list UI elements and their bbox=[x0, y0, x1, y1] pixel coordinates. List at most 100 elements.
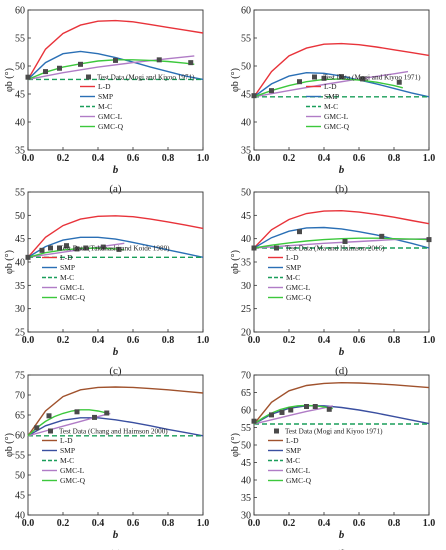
test-data-point bbox=[64, 243, 69, 249]
series-line-smp bbox=[253, 226, 430, 249]
legend-label-smp: SMP bbox=[286, 263, 301, 272]
y-tick-label: 75 bbox=[15, 371, 25, 382]
test-data-point bbox=[269, 412, 274, 418]
y-tick-label: 45 bbox=[15, 234, 25, 245]
x-tick-label: 0.6 bbox=[353, 518, 366, 529]
x-tick-label: 0.2 bbox=[57, 335, 70, 346]
panel-caption: (e) bbox=[109, 548, 122, 550]
chart-panel-4: 20 25 30 35 40 45 50 0.0 0.2 0.4 0.6 0.8 1.0 b φb (°) T… bbox=[230, 188, 435, 378]
x-tick-label: 0.2 bbox=[57, 153, 70, 164]
x-tick-label: 1.0 bbox=[197, 518, 210, 529]
y-tick-label: 40 bbox=[15, 118, 25, 129]
y-tick-label: 30 bbox=[241, 511, 251, 522]
y-tick-label: 70 bbox=[241, 371, 251, 382]
test-data-point bbox=[342, 238, 348, 244]
x-tick-label: 0.0 bbox=[248, 518, 261, 529]
legend-label-l-d: L-D bbox=[286, 253, 299, 262]
chart-panel-5: 40 45 50 55 60 65 70 75 0.0 0.2 0.4 0.6 0.8 1.0 b φb (°… bbox=[4, 371, 209, 550]
x-tick-label: 0.4 bbox=[318, 335, 331, 346]
x-tick-label: 0.4 bbox=[92, 335, 105, 346]
x-tick-label: 0.8 bbox=[388, 518, 401, 529]
y-tick-label: 60 bbox=[241, 6, 251, 17]
y-tick-label: 45 bbox=[15, 90, 25, 101]
legend-label-gmc-q: GMC-Q bbox=[98, 122, 124, 131]
legend: Test Data (Ma and Haimson 2016)L-DSMPM-C… bbox=[268, 245, 385, 302]
series-line-l-d bbox=[27, 215, 204, 258]
legend-label-test: Test Data (Ma and Haimson 2016) bbox=[285, 245, 385, 253]
y-tick-label: 40 bbox=[15, 258, 25, 269]
panel-caption: (a) bbox=[109, 183, 122, 195]
x-tick-label: 0.4 bbox=[92, 518, 105, 529]
x-tick-label: 0.8 bbox=[388, 335, 401, 346]
y-tick-label: 40 bbox=[241, 118, 251, 129]
x-axis-label: b bbox=[113, 346, 119, 358]
legend-label-gmc-l: GMC-L bbox=[98, 112, 123, 121]
test-data-point bbox=[74, 409, 80, 415]
test-data-point bbox=[288, 407, 294, 413]
x-axis-label: b bbox=[113, 164, 119, 176]
y-tick-label: 35 bbox=[241, 258, 251, 269]
y-tick-label: 65 bbox=[15, 411, 25, 422]
legend-label-smp: SMP bbox=[60, 446, 75, 455]
test-data-point bbox=[116, 246, 122, 252]
x-tick-label: 0.6 bbox=[353, 153, 366, 164]
y-tick-label: 25 bbox=[15, 328, 25, 339]
y-axis-label: φb (°) bbox=[230, 68, 241, 92]
test-data-point bbox=[78, 61, 83, 67]
legend-label-m-c: M-C bbox=[286, 456, 300, 465]
legend-label-m-c: M-C bbox=[98, 102, 112, 111]
series-line-smp bbox=[27, 50, 204, 81]
test-data-point bbox=[312, 404, 318, 409]
y-tick-label: 50 bbox=[241, 441, 251, 452]
y-axis-label: φb (°) bbox=[230, 250, 241, 274]
test-data-point bbox=[34, 425, 40, 431]
series-line-l-d bbox=[253, 381, 430, 425]
legend-label-l-d: L-D bbox=[98, 82, 111, 91]
series-line-smp bbox=[27, 236, 204, 258]
x-axis-label: b bbox=[339, 346, 345, 358]
test-data-point bbox=[297, 79, 302, 85]
series-line-gmc-l bbox=[253, 70, 409, 98]
test-data-point bbox=[57, 65, 62, 71]
legend-label-smp: SMP bbox=[324, 92, 339, 101]
y-tick-label: 55 bbox=[241, 423, 251, 434]
y-tick-label: 20 bbox=[241, 328, 251, 339]
legend-label-m-c: M-C bbox=[60, 456, 74, 465]
plot-frame bbox=[27, 191, 204, 333]
chart-panel-3: 25 30 35 40 45 50 55 0.0 0.2 0.4 0.6 0.8 1.0 b φb (°) T… bbox=[4, 188, 209, 378]
test-data-point bbox=[113, 57, 118, 63]
x-axis-label: b bbox=[339, 164, 345, 176]
legend-marker-test bbox=[86, 74, 91, 80]
x-tick-label: 1.0 bbox=[197, 335, 210, 346]
legend-label-l-d: L-D bbox=[60, 436, 73, 445]
test-data-point bbox=[251, 245, 257, 251]
legend-marker-test bbox=[312, 74, 317, 80]
panel-caption: (b) bbox=[335, 183, 348, 195]
series-line-l-d bbox=[27, 19, 204, 80]
legend-label-gmc-l: GMC-L bbox=[60, 466, 85, 475]
x-tick-label: 1.0 bbox=[423, 518, 436, 529]
y-tick-label: 45 bbox=[15, 491, 25, 502]
legend-label-gmc-l: GMC-L bbox=[60, 283, 85, 292]
y-tick-label: 35 bbox=[241, 493, 251, 504]
legend-label-smp: SMP bbox=[286, 446, 301, 455]
test-data-point bbox=[251, 93, 257, 99]
legend-label-gmc-l: GMC-L bbox=[324, 112, 349, 121]
test-data-point bbox=[304, 404, 309, 409]
y-tick-label: 30 bbox=[15, 304, 25, 315]
series-line-gmc-q bbox=[27, 409, 107, 437]
panel-caption: (c) bbox=[109, 365, 122, 377]
y-tick-label: 35 bbox=[15, 281, 25, 292]
y-tick-label: 45 bbox=[241, 90, 251, 101]
series-line-smp bbox=[27, 417, 204, 437]
x-tick-label: 0.8 bbox=[388, 153, 401, 164]
y-tick-label: 55 bbox=[15, 451, 25, 462]
legend-label-gmc-l: GMC-L bbox=[286, 283, 311, 292]
series-line-gmc-q bbox=[27, 247, 125, 258]
legend: Test Data (Takahashi and Koide 1989)L-DS… bbox=[42, 245, 170, 302]
test-data-point bbox=[46, 413, 52, 419]
y-tick-label: 50 bbox=[241, 188, 251, 199]
series-line-gmc-l bbox=[27, 242, 125, 258]
y-axis-label: φb (°) bbox=[4, 250, 15, 274]
x-tick-label: 0.8 bbox=[162, 518, 175, 529]
